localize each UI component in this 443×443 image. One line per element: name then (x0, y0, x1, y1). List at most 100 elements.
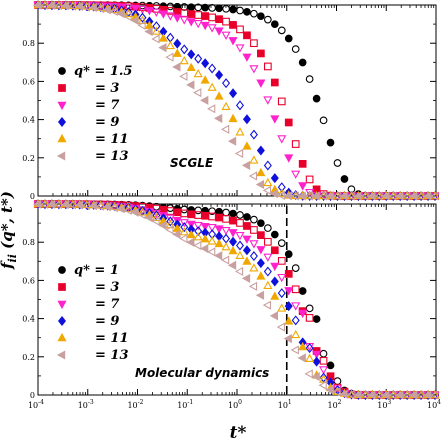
data-point (137, 210, 146, 220)
data-point (123, 4, 134, 13)
data-point (326, 138, 335, 147)
data-point (256, 246, 266, 255)
data-point (228, 229, 238, 238)
data-point (179, 234, 188, 244)
data-point (207, 247, 216, 257)
data-point (312, 315, 321, 323)
data-point (319, 356, 328, 365)
data-point (241, 273, 251, 283)
data-point (110, 4, 120, 14)
data-point (277, 288, 286, 299)
data-point (429, 191, 439, 201)
legend-marker (57, 133, 67, 143)
data-point (242, 245, 251, 256)
series-5 (32, 0, 439, 201)
data-point (256, 79, 266, 88)
legend-entry: = 13 (95, 348, 129, 363)
data-point (263, 253, 273, 262)
x-tick-label: 101 (278, 399, 292, 410)
data-point (269, 311, 279, 321)
legend-entry: = 7 (95, 98, 119, 113)
data-point (235, 250, 245, 259)
data-point (179, 227, 189, 236)
data-point (200, 234, 210, 243)
legend-entry: = 3 (95, 280, 119, 295)
data-point (221, 101, 231, 111)
legend-marker (58, 67, 66, 75)
data-point (207, 236, 217, 245)
data-point (291, 264, 300, 272)
data-point (270, 20, 279, 29)
panel-label: SCGLE (170, 156, 214, 170)
data-point (165, 52, 174, 62)
data-point (262, 300, 272, 310)
data-point (283, 334, 292, 344)
data-point (214, 225, 224, 234)
data-point (269, 189, 279, 199)
data-point (236, 25, 244, 34)
data-point (138, 12, 147, 23)
data-point (207, 224, 217, 233)
data-point (95, 201, 104, 211)
legend-entry: = 9 (95, 115, 119, 130)
series-5 (32, 199, 439, 400)
data-point (81, 2, 90, 12)
legend-entry: = 3 (95, 81, 119, 96)
data-point (221, 242, 231, 251)
panel-molecular-dynamics: 0 0.2 0.4 0.6 0.8 q* = 1 = 3 = 7 = 9 = 11 = 13 Mole… (22, 199, 440, 401)
data-point (263, 62, 272, 71)
data-point (277, 273, 287, 283)
data-point (215, 4, 223, 13)
data-point (291, 45, 300, 53)
data-point (333, 159, 342, 167)
data-point (305, 343, 314, 354)
data-point (200, 21, 210, 31)
legend-entry: = 7 (95, 297, 119, 312)
data-point (243, 7, 251, 16)
data-point (222, 208, 230, 217)
data-point (116, 9, 125, 19)
data-point (130, 207, 139, 217)
data-point (159, 205, 168, 214)
y-tick-label: 0.6 (22, 77, 35, 86)
data-point (255, 290, 265, 300)
data-point (151, 212, 161, 222)
legend-marker (57, 116, 67, 128)
data-point (284, 301, 293, 312)
data-point (255, 179, 265, 190)
data-point (158, 43, 167, 53)
data-point (248, 171, 258, 181)
data-point (270, 291, 280, 300)
data-point (298, 160, 307, 168)
legend-marker (57, 332, 67, 342)
y-tick-label: 0 (30, 391, 35, 400)
data-point (284, 118, 293, 127)
panel-scgle: 0 0.2 0.4 0.6 0.8 q* = 1.5 = 3 = 7 = 9 = 11 = 13 SC… (22, 0, 440, 202)
data-point (277, 182, 286, 193)
legend-entry: = 11 (95, 331, 129, 346)
data-point (213, 113, 223, 123)
data-point (109, 6, 118, 17)
y-tick-label: 0.4 (22, 116, 35, 125)
data-point (220, 255, 230, 265)
data-point (305, 314, 314, 322)
data-point (326, 361, 335, 370)
data-point (263, 237, 272, 246)
data-point (291, 329, 301, 339)
data-point (193, 240, 202, 251)
data-point (250, 215, 258, 224)
data-point (179, 16, 189, 25)
data-point (179, 219, 189, 228)
data-point (144, 26, 153, 37)
data-point (228, 37, 238, 46)
data-point (88, 201, 97, 211)
data-point (243, 222, 251, 230)
data-point (172, 62, 181, 72)
data-point (236, 6, 244, 15)
data-point (305, 353, 315, 362)
data-point (234, 266, 244, 276)
data-point (234, 148, 244, 159)
data-point (130, 15, 139, 26)
x-tick-label: 103 (377, 399, 391, 410)
data-point (256, 145, 265, 156)
